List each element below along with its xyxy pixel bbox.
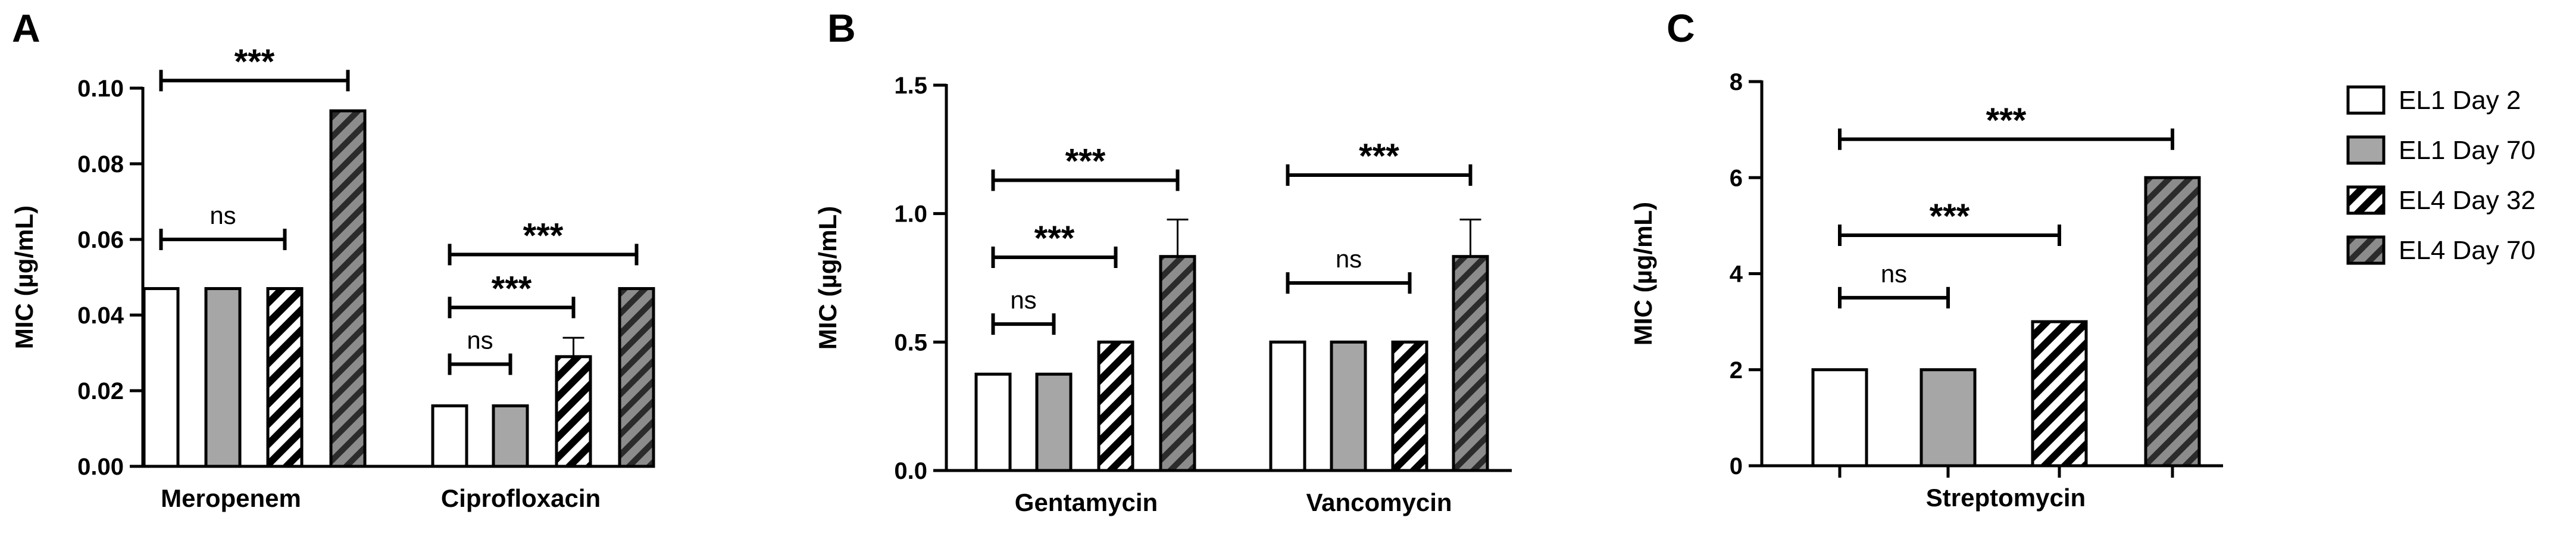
y-tick-label: 1.5 <box>894 73 927 99</box>
bar-el4-day-70-1 <box>618 287 655 468</box>
significance-label: *** <box>1034 219 1075 258</box>
bar-el4-day-32-1 <box>555 355 592 468</box>
legend-swatch <box>2346 85 2386 115</box>
y-axis-title: MIC (µg/mL) <box>814 206 842 350</box>
bar-el1-day-70-1 <box>492 404 529 468</box>
legend-item: EL1 Day 70 <box>2346 135 2536 165</box>
legend-label: EL1 Day 70 <box>2399 136 2536 165</box>
bar-el4-day-70-0 <box>329 109 367 468</box>
panel-C: C MIC (µg/mL) 0 2 4 6 8 Streptomycin *** *** ns <box>1629 6 2223 512</box>
legend-label: EL4 Day 32 <box>2399 186 2536 215</box>
bar-el1-day-70-0 <box>1920 368 1977 468</box>
legend-item: EL1 Day 2 <box>2346 85 2521 115</box>
bar-el1-day-2-1 <box>431 404 468 468</box>
y-tick-label: 0.10 <box>77 76 124 102</box>
legend: EL1 Day 2 EL1 Day 70 EL4 Day 32 EL4 Day 70 <box>2346 85 2536 265</box>
legend-swatch <box>2346 185 2386 215</box>
panel-A: A MIC (µg/mL) 0.00 0.02 0.04 0.06 0.08 0.10 Mero… <box>10 6 655 512</box>
panel-letter: C <box>1667 6 1695 50</box>
panel-B: B MIC (µg/mL) 0.0 0.5 1.0 1.5 Gentamycin Vancom… <box>814 6 1512 516</box>
bar-el1-day-2-0 <box>142 287 180 468</box>
category-label: Ciprofloxacin <box>441 484 601 512</box>
significance-label: *** <box>1065 142 1106 181</box>
y-tick-label: 6 <box>1730 165 1743 191</box>
y-axis-title: MIC (µg/mL) <box>1629 202 1657 345</box>
bar-el1-day-2-0 <box>1811 368 1868 468</box>
y-tick-label: 0.0 <box>894 458 927 484</box>
significance-label: *** <box>492 269 532 308</box>
significance-label: ns <box>467 326 493 354</box>
significance-label: ns <box>1881 260 1907 288</box>
legend-item: EL4 Day 32 <box>2346 185 2536 215</box>
significance-label: *** <box>1986 101 2027 140</box>
category-label: Vancomycin <box>1306 488 1452 516</box>
bar-el1-day-70-0 <box>204 287 242 468</box>
legend-item: EL4 Day 70 <box>2346 235 2536 265</box>
y-tick-label: 0.5 <box>894 329 927 356</box>
bar-el4-day-32-1 <box>1391 340 1428 472</box>
bar-el1-day-70-0 <box>1035 372 1073 472</box>
bar-el4-day-32-0 <box>1097 340 1134 472</box>
bar-el4-day-70-0 <box>2144 176 2201 468</box>
panel-letter: A <box>12 6 40 50</box>
category-label: Gentamycin <box>1015 488 1158 516</box>
significance-label: ns <box>1010 286 1036 314</box>
significance-label: *** <box>1930 197 1970 236</box>
y-tick-label: 0.02 <box>77 378 124 404</box>
significance-label: *** <box>1359 137 1399 176</box>
legend-label: EL4 Day 70 <box>2399 236 2536 265</box>
significance-label: *** <box>235 42 275 81</box>
category-label: Meropenem <box>161 484 301 512</box>
bar-el4-day-32-0 <box>266 287 304 468</box>
y-tick-label: 0.08 <box>77 151 124 177</box>
legend-swatch <box>2346 135 2386 165</box>
y-tick-label: 0 <box>1730 453 1743 479</box>
panel-letter: B <box>827 6 856 50</box>
y-axis-title: MIC (µg/mL) <box>10 205 38 349</box>
y-tick-label: 0.04 <box>77 303 124 329</box>
category-label: Streptomycin <box>1926 484 2086 512</box>
y-tick-label: 4 <box>1730 261 1743 288</box>
bar-el4-day-70-0 <box>1159 255 1196 472</box>
y-tick-label: 2 <box>1730 357 1743 384</box>
bar-el4-day-32-0 <box>2031 320 2088 468</box>
significance-label: *** <box>523 216 564 255</box>
bar-el1-day-2-0 <box>974 372 1012 472</box>
bar-el4-day-70-1 <box>1452 255 1489 472</box>
bar-el1-day-70-1 <box>1330 340 1367 472</box>
y-tick-label: 0.06 <box>77 227 124 253</box>
legend-label: EL1 Day 2 <box>2399 86 2521 115</box>
significance-label: ns <box>210 201 236 229</box>
y-tick-label: 0.00 <box>77 454 124 480</box>
y-tick-label: 8 <box>1730 69 1743 95</box>
significance-label: ns <box>1336 245 1362 273</box>
legend-swatch <box>2346 235 2386 265</box>
y-tick-label: 1.0 <box>894 201 927 228</box>
bar-el1-day-2-1 <box>1269 340 1306 472</box>
